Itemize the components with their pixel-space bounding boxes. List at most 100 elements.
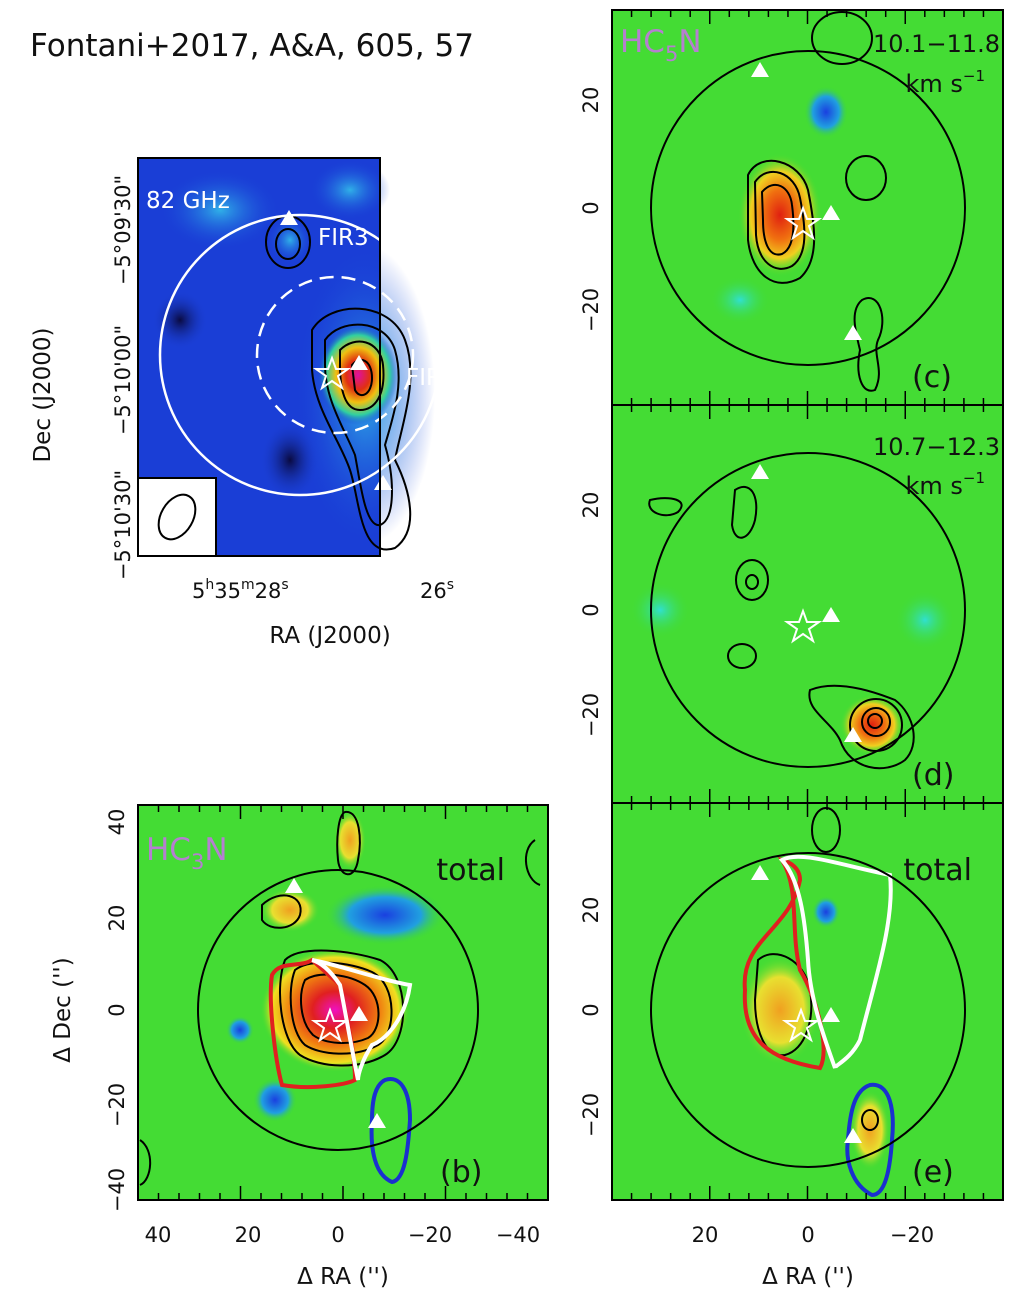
star-marker xyxy=(783,205,823,241)
x-tick-part: 28 xyxy=(255,579,282,603)
map-feature xyxy=(740,955,820,1065)
panel-label: (e) xyxy=(912,1155,954,1190)
map-feature xyxy=(325,885,445,945)
contour xyxy=(808,684,915,770)
contour xyxy=(745,574,759,590)
molecule-part: N xyxy=(678,24,701,60)
contour xyxy=(811,807,841,853)
panel-b: HC3N total (b) 40 20 0 −20 −40 Δ Dec (''… xyxy=(50,804,549,1290)
star-marker xyxy=(310,1007,350,1043)
velocity-unit: km s−1 xyxy=(905,67,985,98)
y-tick-label: 0 xyxy=(105,1003,129,1016)
unit-part: −1 xyxy=(963,469,985,487)
x-tick-part: s xyxy=(447,577,454,593)
y-tick-label: 20 xyxy=(105,905,129,932)
y-tick-label: 20 xyxy=(579,492,603,519)
y-tick-label: 0 xyxy=(579,1003,603,1016)
primary-beam-circle xyxy=(650,852,966,1168)
source-label: FIR5 xyxy=(418,480,469,506)
source-marker xyxy=(751,865,769,880)
x-tick-label: 20 xyxy=(235,1223,262,1247)
map-feature xyxy=(804,86,848,138)
contour xyxy=(753,953,813,1057)
molecule-part: HC xyxy=(620,24,665,60)
contour xyxy=(139,1139,152,1186)
y-axis-label: Dec (J2000) xyxy=(30,327,56,462)
molecule-label: HC5N xyxy=(620,24,702,66)
primary-beam-circle xyxy=(158,213,442,497)
contour xyxy=(747,159,816,284)
contour xyxy=(861,707,891,737)
y-tick-label: −5°10'30" xyxy=(111,470,135,580)
panel-label: (d) xyxy=(912,758,954,793)
unit-part: km s xyxy=(905,472,962,500)
x-tick-part: 26 xyxy=(420,579,447,603)
x-tick-part: s xyxy=(281,577,288,593)
x-tick-label: 0 xyxy=(331,1223,344,1247)
y-tick-label: 0 xyxy=(579,201,603,214)
unit-part: −1 xyxy=(963,67,985,85)
molecule-part: N xyxy=(204,832,227,868)
x-tick-label: −20 xyxy=(408,1223,452,1247)
contour xyxy=(279,949,405,1067)
contour xyxy=(730,485,758,539)
y-axis-label: Δ Dec ('') xyxy=(50,957,76,1062)
molecule-part: 3 xyxy=(191,850,204,874)
x-tick-part: 5 xyxy=(192,579,205,603)
source-marker xyxy=(844,1128,862,1143)
contour xyxy=(324,323,400,526)
x-tick-part: m xyxy=(241,577,255,593)
contour xyxy=(867,713,883,729)
contour xyxy=(753,170,806,270)
beam-box xyxy=(137,477,217,557)
x-tick-label: 20 xyxy=(692,1223,719,1247)
map-feature xyxy=(310,160,390,220)
x-tick-label: 0 xyxy=(801,1223,814,1247)
y-tick-label: −5°10'00" xyxy=(111,325,135,435)
molecule-part: 5 xyxy=(665,42,678,66)
x-tick-label: −40 xyxy=(496,1223,540,1247)
primary-beam-circle xyxy=(650,50,966,366)
panel-label: (a) xyxy=(430,518,462,544)
primary-beam-circle xyxy=(650,452,966,768)
source-marker xyxy=(280,210,298,225)
y-tick-label: −20 xyxy=(579,693,603,737)
source-label: FIR4 xyxy=(406,365,457,391)
x-axis-label: Δ RA ('') xyxy=(297,1264,389,1290)
panel-a: 82 GHz FIR3 FIR4 FIR5 (a) −5°09'30" −5°1… xyxy=(30,157,469,649)
map-feature xyxy=(160,170,280,250)
source-marker xyxy=(751,464,769,479)
x-tick-label: 5h35m28s xyxy=(192,577,289,603)
velocity-range: 10.7−12.3 xyxy=(873,433,1000,461)
y-tick-label: −20 xyxy=(105,1083,129,1127)
map-feature xyxy=(630,582,690,638)
source-marker xyxy=(844,325,862,340)
source-marker xyxy=(350,1006,368,1021)
x-tick-part: 35 xyxy=(214,579,241,603)
contour xyxy=(336,810,361,876)
note-label: total xyxy=(436,853,505,888)
contour xyxy=(735,559,769,601)
map-feature xyxy=(738,153,822,277)
contour xyxy=(845,155,887,201)
source-marker xyxy=(844,727,862,742)
y-tick-label: 0 xyxy=(579,603,603,616)
source-marker xyxy=(374,475,392,490)
map-feature xyxy=(268,216,312,264)
map-feature xyxy=(253,1078,297,1122)
x-tick-label: −20 xyxy=(890,1223,934,1247)
region-outline xyxy=(311,958,413,1081)
unit-part: km s xyxy=(905,70,962,98)
y-tick-label: −40 xyxy=(105,1168,129,1212)
contour xyxy=(289,961,393,1055)
molecule-part: HC xyxy=(146,832,191,868)
panel-label: (b) xyxy=(440,1155,482,1190)
source-marker xyxy=(822,205,840,220)
beam xyxy=(157,493,197,541)
source-marker xyxy=(285,878,303,893)
map-feature xyxy=(895,590,955,650)
region-outline xyxy=(778,854,893,1069)
velocity-unit: km s−1 xyxy=(905,469,985,500)
contour xyxy=(524,839,541,886)
